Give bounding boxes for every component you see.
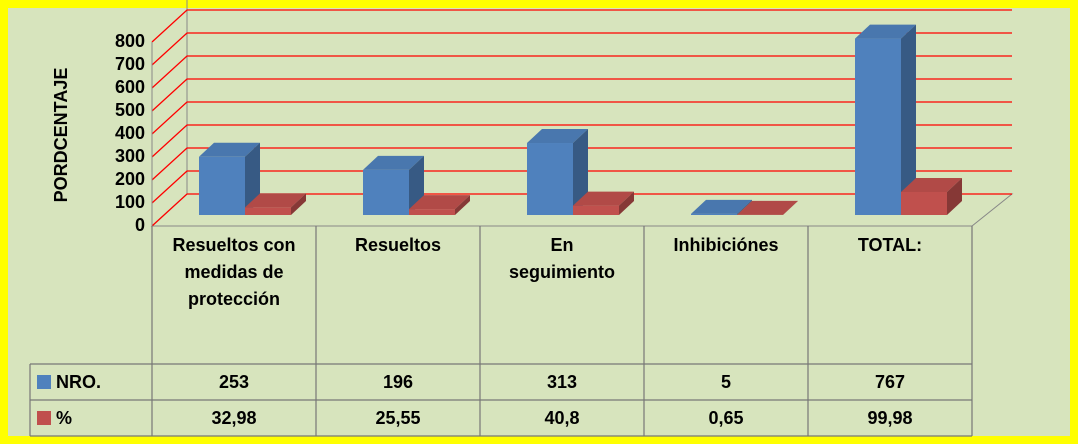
x-tick-label: TOTAL: [857, 235, 923, 255]
category-cell: Resueltos [354, 235, 442, 255]
table-value: 196 [383, 372, 413, 392]
bar-front [901, 192, 947, 215]
bar [573, 191, 634, 215]
legend-label: NRO. [56, 372, 101, 392]
grid-line [151, 55, 1012, 89]
category-cell: TOTAL: [857, 235, 923, 255]
bar-top [901, 178, 962, 193]
y-tick-label: 600 [115, 77, 145, 97]
y-tick-label: 700 [115, 54, 145, 74]
y-tick-label: 200 [115, 169, 145, 189]
bar-top [737, 200, 798, 215]
y-tick-label: 400 [115, 123, 145, 143]
legend-key [37, 375, 51, 389]
bar [409, 195, 470, 215]
grid-line [151, 193, 1012, 227]
table-value: 32,98 [211, 408, 256, 428]
table-value: 253 [219, 372, 249, 392]
y-tick-label: 100 [115, 192, 145, 212]
bar-front [691, 213, 737, 215]
table-value: 313 [547, 372, 577, 392]
x-tick-label: Inhibiciónes [673, 235, 779, 255]
bar-side [947, 178, 962, 215]
table-value: 40,8 [544, 408, 579, 428]
bar-side [573, 129, 588, 215]
y-axis-label: PORDCENTAJE [51, 68, 71, 203]
bar-front [245, 207, 291, 215]
bar-top [573, 191, 634, 206]
table-value: 25,55 [375, 408, 420, 428]
table-value: 5 [721, 372, 731, 392]
bar-side [901, 24, 916, 216]
y-tick-label: 500 [115, 100, 145, 120]
grid-line [151, 78, 1012, 112]
category-cell: Inhibiciónes [673, 235, 779, 255]
bar [527, 129, 588, 215]
bar [245, 193, 306, 215]
x-tick-label: En seguimiento [508, 235, 615, 282]
grid-line [151, 124, 1012, 158]
bar-side [619, 191, 634, 215]
bar-side [291, 193, 306, 215]
bar [901, 178, 962, 215]
bar-top [855, 24, 916, 39]
bar-front [855, 38, 901, 216]
bar-top [691, 199, 752, 214]
grid-line [151, 9, 1012, 43]
bar-side [783, 200, 798, 215]
bar-front [363, 169, 409, 215]
bar [737, 200, 798, 215]
bar-top [363, 155, 424, 170]
bar-top [409, 195, 470, 210]
table-value: 0,65 [708, 408, 743, 428]
x-tick-label: Resueltos con medidas de protección [172, 235, 296, 309]
bar-side [737, 199, 752, 215]
bar-front [527, 143, 573, 215]
grid-line [151, 101, 1012, 135]
bar-top [245, 193, 306, 208]
bar-front [199, 156, 245, 215]
bar [691, 199, 752, 215]
grid-line [151, 32, 1012, 66]
table-value: 99,98 [867, 408, 912, 428]
category-cell: Resueltos con medidas de protección [172, 235, 296, 309]
y-tick-label: 300 [115, 146, 145, 166]
y-tick-label: 0 [135, 215, 145, 235]
bar-front [573, 205, 619, 215]
x-tick-label: Resueltos [354, 235, 442, 255]
bar-top [527, 129, 588, 144]
grid-line [151, 170, 1012, 204]
table-value: 767 [875, 372, 905, 392]
bar-front [409, 209, 455, 215]
legend-label: % [56, 408, 72, 428]
legend-key [37, 411, 51, 425]
bar [855, 24, 916, 216]
category-cell: En seguimiento [508, 235, 615, 282]
bar-side [455, 195, 470, 215]
y-tick-label: 800 [115, 31, 145, 51]
grid-line [151, 147, 1012, 181]
bar-top [199, 142, 260, 157]
